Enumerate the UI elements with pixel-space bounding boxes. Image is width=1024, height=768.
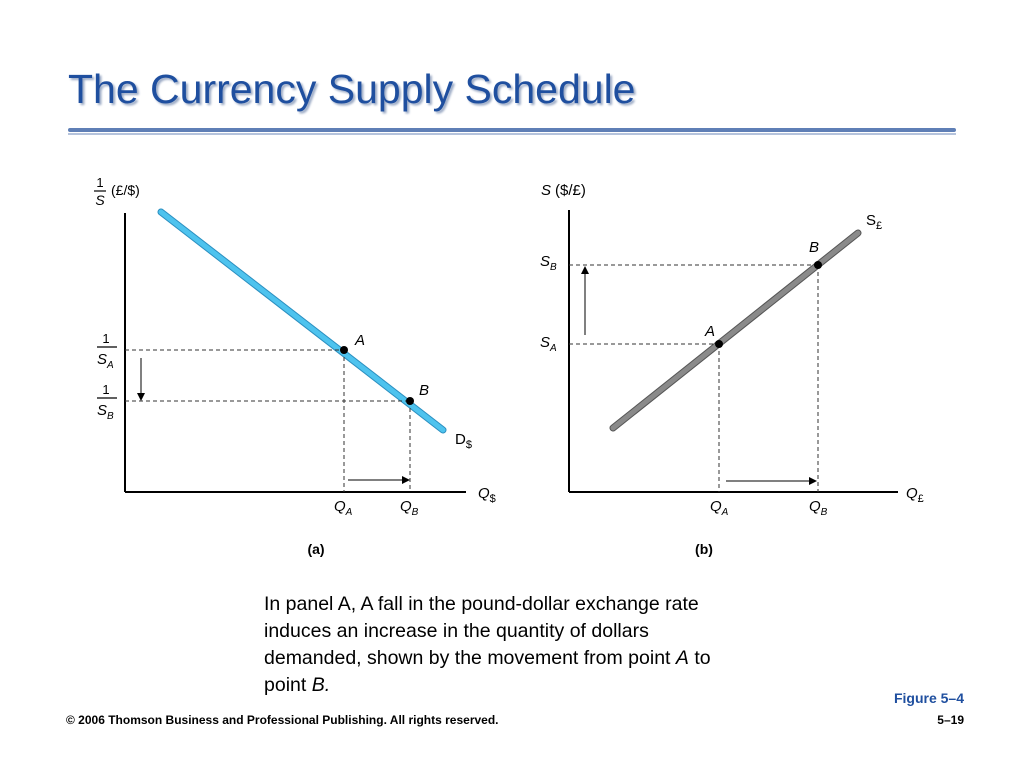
caption-point-b: B. [311, 674, 331, 696]
panel-a: 1 S (£/$) D$ A B 1 SA 1 SB QA QB Q$ [94, 175, 496, 557]
page-number: 5–19 [937, 713, 964, 727]
slide-title: The Currency Supply Schedule [68, 66, 636, 112]
title-underline-shadow [68, 133, 956, 135]
panel-b-point-a-label: A [704, 323, 715, 340]
panel-b-label: (b) [695, 541, 713, 557]
panel-a-point-b-label: B [419, 382, 429, 399]
panel-b-tick-qa: QA [710, 498, 729, 518]
panel-a-point-b [406, 397, 414, 405]
panel-a-y-axis-label-num: 1 [96, 175, 103, 190]
panel-b: S ($/£) S£ A B SB SA QA QB Q£ (b) [540, 182, 924, 557]
panel-b-point-a [715, 340, 723, 348]
panel-b-point-b-label: B [809, 239, 819, 256]
panel-a-y-axis-label-den: S [95, 192, 105, 208]
title-underline [68, 128, 956, 132]
demand-curve [158, 209, 446, 433]
panel-a-tick-qb: QB [400, 498, 419, 518]
figure-label: Figure 5–4 [893, 690, 964, 706]
panel-a-tick-sa-num: 1 [102, 331, 109, 346]
panel-b-y-axis-label: S ($/£) [541, 182, 586, 199]
panel-a-tick-sa-den: SA [97, 351, 114, 371]
supply-demand-figure: 1 S (£/$) D$ A B 1 SA 1 SB QA QB Q$ [94, 175, 924, 557]
figure-caption: In panel A, A fall in the pound-dollar e… [264, 591, 734, 699]
caption-text-1: In panel A, A fall in the pound-dollar e… [264, 593, 699, 669]
caption-point-a: A [675, 647, 689, 669]
panel-a-label: (a) [307, 541, 324, 557]
panel-a-tick-qa: QA [334, 498, 353, 518]
panel-b-point-b [814, 261, 822, 269]
panel-a-point-a [340, 346, 348, 354]
panel-b-tick-qb: QB [809, 498, 828, 518]
supply-curve-label: S£ [866, 212, 882, 232]
panel-a-y-axis-unit: (£/$) [111, 182, 140, 198]
supply-curve [610, 230, 861, 431]
panel-a-point-a-label: A [354, 332, 365, 349]
panel-a-tick-sb-den: SB [97, 402, 114, 422]
panel-a-tick-sb-num: 1 [102, 382, 109, 397]
panel-b-tick-sb: SB [540, 253, 557, 273]
panel-a-x-axis-label: Q$ [478, 485, 496, 505]
copyright-notice: © 2006 Thomson Business and Professional… [66, 713, 499, 727]
panel-b-x-axis-label: Q£ [906, 485, 924, 505]
caption-text-2: to point [264, 647, 711, 696]
demand-curve-label: D$ [455, 431, 472, 451]
panel-b-tick-sa: SA [540, 334, 557, 354]
